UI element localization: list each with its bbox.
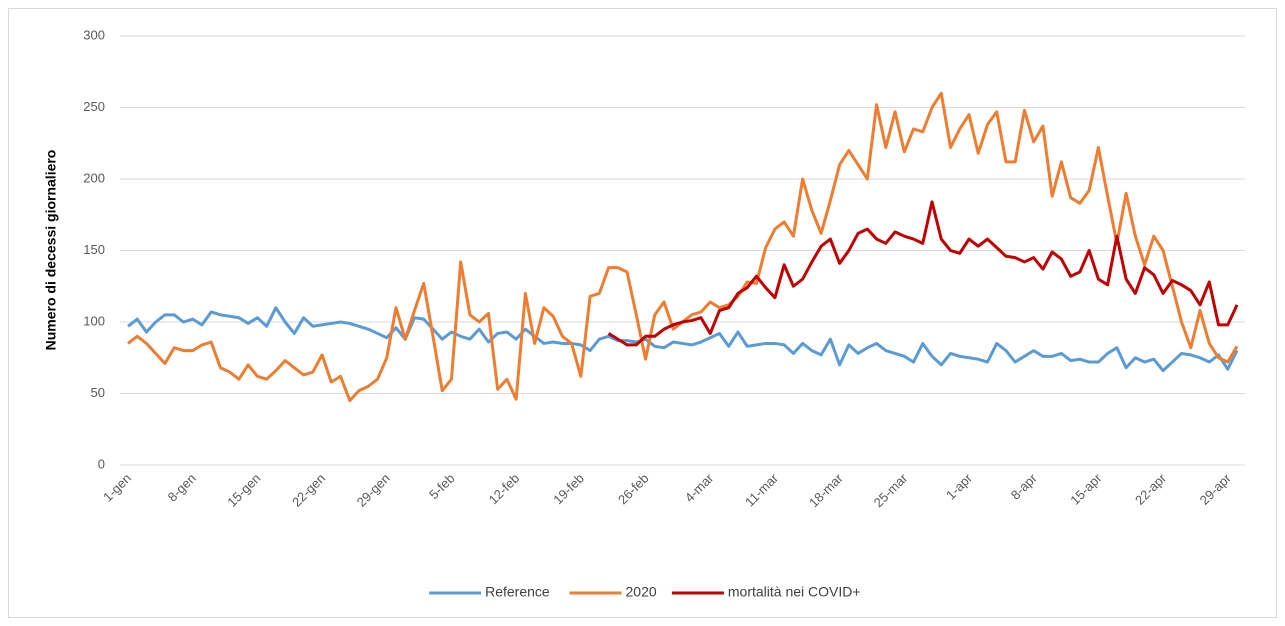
chart-border xyxy=(8,8,1277,618)
legend-label: Reference xyxy=(485,584,550,600)
series-line xyxy=(127,306,1239,373)
legend-label: 2020 xyxy=(626,584,657,600)
y-tick-label: 250 xyxy=(83,99,105,114)
y-tick-label: 100 xyxy=(83,313,105,328)
y-axis-label: Numero di decessi giornaliero xyxy=(43,150,59,351)
y-tick-label: 200 xyxy=(83,170,105,185)
y-tick-label: 0 xyxy=(98,456,105,471)
y-tick-label: 150 xyxy=(83,242,105,257)
legend-label: mortalità nei COVID+ xyxy=(728,584,861,600)
y-tick-label: 50 xyxy=(91,385,105,400)
y-tick-label: 300 xyxy=(83,27,105,42)
series-line xyxy=(607,200,1239,347)
